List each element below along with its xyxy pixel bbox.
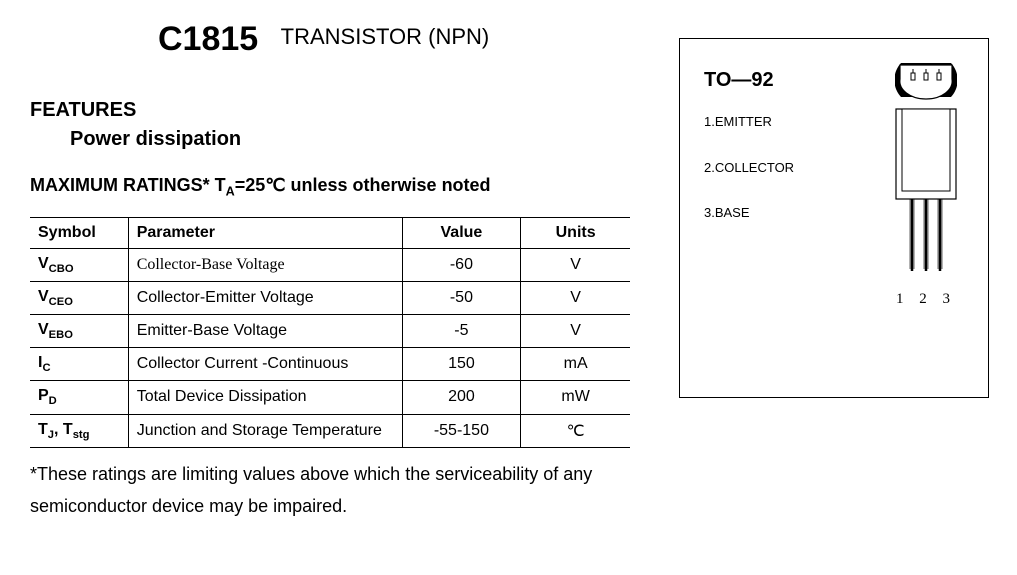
- page-root: C1815 TRANSISTOR (NPN) FEATURES Power di…: [0, 0, 1017, 575]
- cell-value: 150: [402, 348, 521, 381]
- pin-legend: 1 2 3: [886, 291, 966, 308]
- table-row: ICCollector Current -Continuous150mA: [30, 348, 630, 381]
- title-row: C1815 TRANSISTOR (NPN): [158, 20, 630, 59]
- cell-units: mW: [521, 381, 630, 414]
- maxrat-sub-a: A: [226, 185, 235, 199]
- max-ratings-heading: MAXIMUM RATINGS* TA=25℃ unless otherwise…: [30, 175, 630, 199]
- cell-parameter: Collector Current -Continuous: [128, 348, 402, 381]
- cell-units: ℃: [521, 414, 630, 447]
- left-column: C1815 TRANSISTOR (NPN) FEATURES Power di…: [30, 20, 630, 523]
- cell-value: -5: [402, 314, 521, 347]
- cell-units: V: [521, 281, 630, 314]
- package-panel: TO—92 1.EMITTER2.COLLECTOR3.BASE: [679, 38, 989, 398]
- cell-parameter: Emitter-Base Voltage: [128, 314, 402, 347]
- table-row: VEBOEmitter-Base Voltage-5V: [30, 314, 630, 347]
- col-units-header: Units: [521, 217, 630, 248]
- cell-parameter: Collector-Emitter Voltage: [128, 281, 402, 314]
- cell-parameter: Total Device Dissipation: [128, 381, 402, 414]
- cell-value: -55-150: [402, 414, 521, 447]
- features-item-1: Power dissipation: [70, 128, 630, 151]
- cell-parameter: Junction and Storage Temperature: [128, 414, 402, 447]
- table-header-row: Symbol Parameter Value Units: [30, 217, 630, 248]
- table-row: VCBOCollector-Base Voltage-60V: [30, 248, 630, 281]
- cell-units: mA: [521, 348, 630, 381]
- cell-units: V: [521, 314, 630, 347]
- cell-value: -50: [402, 281, 521, 314]
- cell-symbol: TJ, Tstg: [30, 414, 128, 447]
- col-parameter-header: Parameter: [128, 217, 402, 248]
- cell-symbol: VEBO: [30, 314, 128, 347]
- cell-value: 200: [402, 381, 521, 414]
- col-symbol-header: Symbol: [30, 217, 128, 248]
- to92-top-icon: [895, 59, 957, 103]
- cell-parameter: Collector-Base Voltage: [128, 248, 402, 281]
- features-heading: FEATURES: [30, 99, 630, 122]
- ratings-table: Symbol Parameter Value Units VCBOCollect…: [30, 217, 630, 448]
- col-value-header: Value: [402, 217, 521, 248]
- maxrat-prefix: MAXIMUM RATINGS* T: [30, 175, 226, 195]
- table-row: VCEOCollector-Emitter Voltage-50V: [30, 281, 630, 314]
- part-type: TRANSISTOR (NPN): [281, 24, 490, 50]
- table-row: PDTotal Device Dissipation200mW: [30, 381, 630, 414]
- cell-symbol: IC: [30, 348, 128, 381]
- part-number: C1815: [158, 20, 258, 59]
- cell-value: -60: [402, 248, 521, 281]
- maxrat-suffix: =25℃ unless otherwise noted: [235, 175, 491, 195]
- table-row: TJ, TstgJunction and Storage Temperature…: [30, 414, 630, 447]
- ratings-tbody: VCBOCollector-Base Voltage-60VVCEOCollec…: [30, 248, 630, 447]
- package-drawing: 1 2 3: [886, 59, 966, 308]
- ratings-footnote: *These ratings are limiting values above…: [30, 458, 630, 523]
- to92-front-icon: [888, 103, 964, 283]
- cell-symbol: PD: [30, 381, 128, 414]
- cell-symbol: VCEO: [30, 281, 128, 314]
- cell-symbol: VCBO: [30, 248, 128, 281]
- cell-units: V: [521, 248, 630, 281]
